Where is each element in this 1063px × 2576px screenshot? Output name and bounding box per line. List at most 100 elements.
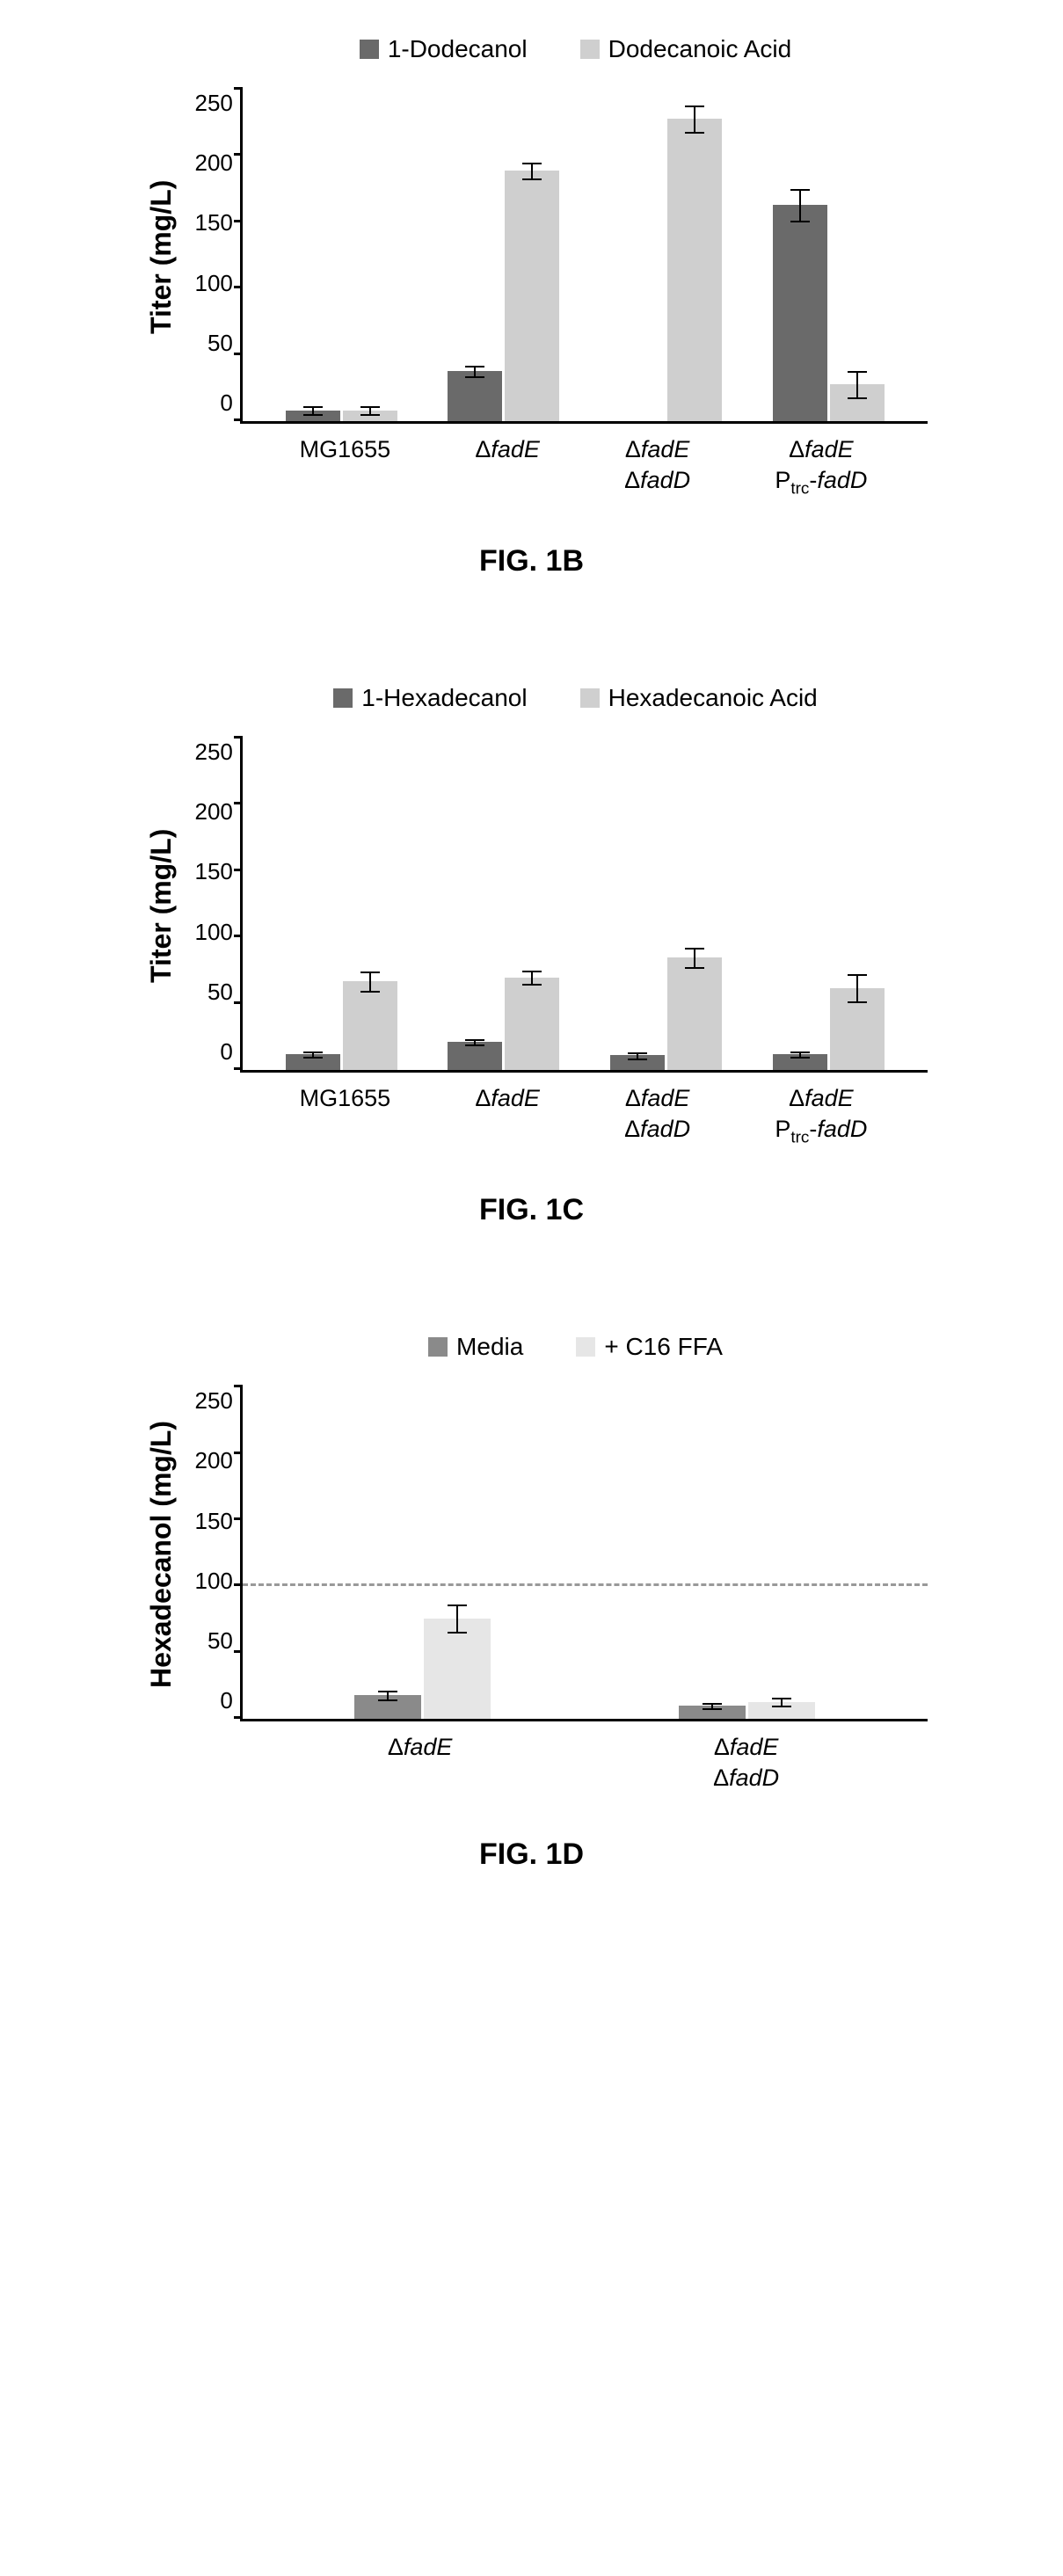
legend-item: Hexadecanoic Acid bbox=[580, 684, 818, 712]
y-tick-mark bbox=[234, 1067, 243, 1070]
error-bar bbox=[856, 974, 858, 1001]
x-axis-label: ΔfadEPtrc-fadD bbox=[775, 434, 867, 500]
error-cap-bottom bbox=[848, 1001, 867, 1003]
error-cap-top bbox=[790, 1052, 810, 1053]
bar bbox=[354, 1695, 421, 1719]
legend-item: 1-Dodecanol bbox=[360, 35, 528, 63]
x-axis-label: ΔfadE bbox=[475, 434, 540, 500]
x-axis-label: ΔfadEΔfadD bbox=[624, 434, 690, 500]
error-cap-bottom bbox=[790, 1057, 810, 1059]
y-tick-mark bbox=[234, 286, 243, 288]
error-bar bbox=[369, 971, 371, 990]
y-tick-label: 0 bbox=[220, 1687, 232, 1714]
error-cap-bottom bbox=[378, 1699, 397, 1701]
legend-item: + C16 FFA bbox=[576, 1333, 723, 1361]
error-cap-top bbox=[685, 948, 704, 950]
y-tick-mark bbox=[234, 153, 243, 156]
y-tick-label: 150 bbox=[195, 209, 233, 236]
y-tick-mark bbox=[234, 869, 243, 871]
error-cap-top bbox=[628, 1052, 647, 1054]
error-bar bbox=[799, 189, 801, 221]
bar-group bbox=[773, 90, 885, 421]
y-tick-mark bbox=[234, 1452, 243, 1454]
x-labels: ΔfadEΔfadEΔfadD bbox=[240, 1721, 928, 1794]
legend-1c: 1-Hexadecanol Hexadecanoic Acid bbox=[224, 684, 928, 712]
legend-item: Dodecanoic Acid bbox=[580, 35, 792, 63]
error-cap-bottom bbox=[790, 221, 810, 222]
y-tick-mark bbox=[234, 935, 243, 937]
y-tick-mark bbox=[234, 418, 243, 421]
bar-group bbox=[286, 90, 397, 421]
y-tick-label: 250 bbox=[195, 739, 233, 766]
error-bar bbox=[531, 971, 533, 984]
bar-group bbox=[448, 90, 559, 421]
legend-label: Hexadecanoic Acid bbox=[608, 684, 818, 712]
x-axis-label: MG1655 bbox=[300, 1083, 391, 1149]
error-cap-bottom bbox=[685, 132, 704, 134]
bar bbox=[830, 384, 885, 421]
error-cap-top bbox=[522, 163, 542, 164]
error-cap-bottom bbox=[465, 376, 484, 378]
y-tick-mark bbox=[234, 87, 243, 90]
legend-label: + C16 FFA bbox=[604, 1333, 723, 1361]
y-tick-label: 150 bbox=[195, 1508, 233, 1535]
y-tick-label: 200 bbox=[195, 798, 233, 826]
legend-1d: Media + C16 FFA bbox=[224, 1333, 928, 1361]
bar-group bbox=[610, 90, 722, 421]
error-cap-top bbox=[360, 971, 380, 973]
chart-body: Titer (mg/L) 250200150100500 bbox=[136, 739, 928, 1073]
error-cap-bottom bbox=[303, 414, 323, 416]
chart-body: Hexadecanol (mg/L) 250200150100500 bbox=[136, 1387, 928, 1721]
y-tick-mark bbox=[234, 353, 243, 355]
bar bbox=[343, 411, 397, 421]
y-tick-mark bbox=[234, 1716, 243, 1719]
error-cap-top bbox=[378, 1691, 397, 1692]
error-cap-top bbox=[522, 971, 542, 972]
x-axis-label: MG1655 bbox=[300, 434, 391, 500]
legend-label: Media bbox=[456, 1333, 523, 1361]
x-labels: MG1655ΔfadEΔfadEΔfadDΔfadEPtrc-fadD bbox=[240, 1073, 928, 1149]
error-bar bbox=[694, 948, 695, 966]
figure-caption: FIG. 1B bbox=[136, 544, 928, 579]
figure-1b: 1-Dodecanol Dodecanoic Acid Titer (mg/L)… bbox=[136, 35, 928, 579]
plot-area bbox=[240, 90, 928, 424]
error-cap-bottom bbox=[522, 178, 542, 180]
legend-label: 1-Dodecanol bbox=[388, 35, 528, 63]
bar bbox=[773, 1054, 827, 1070]
bar-group bbox=[286, 739, 397, 1070]
legend-swatch-light bbox=[580, 688, 600, 708]
y-tick-label: 0 bbox=[220, 389, 232, 417]
bar bbox=[505, 978, 559, 1071]
error-cap-bottom bbox=[703, 1708, 722, 1710]
bar bbox=[610, 1055, 665, 1070]
legend-item: 1-Hexadecanol bbox=[333, 684, 527, 712]
plot-area bbox=[240, 1387, 928, 1721]
legend-label: Dodecanoic Acid bbox=[608, 35, 792, 63]
bar bbox=[830, 988, 885, 1070]
y-tick-label: 250 bbox=[195, 1387, 233, 1415]
y-tick-label: 200 bbox=[195, 1447, 233, 1474]
bar-group bbox=[610, 739, 722, 1070]
error-cap-top bbox=[772, 1698, 791, 1699]
error-bar bbox=[531, 163, 533, 178]
legend-swatch-light bbox=[580, 40, 600, 59]
bar-group bbox=[679, 1387, 815, 1719]
y-tick-mark bbox=[234, 1583, 243, 1586]
error-cap-top bbox=[685, 106, 704, 107]
y-tick-label: 100 bbox=[195, 270, 233, 297]
bar bbox=[424, 1619, 491, 1720]
error-cap-top bbox=[465, 1039, 484, 1041]
figure-caption: FIG. 1C bbox=[136, 1193, 928, 1227]
bar-group bbox=[354, 1387, 491, 1719]
x-axis-label: ΔfadEPtrc-fadD bbox=[775, 1083, 867, 1149]
y-tick-label: 150 bbox=[195, 858, 233, 885]
error-cap-bottom bbox=[360, 991, 380, 993]
error-cap-bottom bbox=[303, 1057, 323, 1059]
y-tick-label: 50 bbox=[208, 979, 233, 1006]
y-tick-mark bbox=[234, 1001, 243, 1004]
legend-swatch-medium bbox=[428, 1337, 448, 1357]
bar bbox=[679, 1706, 746, 1719]
error-cap-bottom bbox=[772, 1706, 791, 1707]
y-tick-label: 0 bbox=[220, 1038, 232, 1066]
bar bbox=[667, 119, 722, 421]
